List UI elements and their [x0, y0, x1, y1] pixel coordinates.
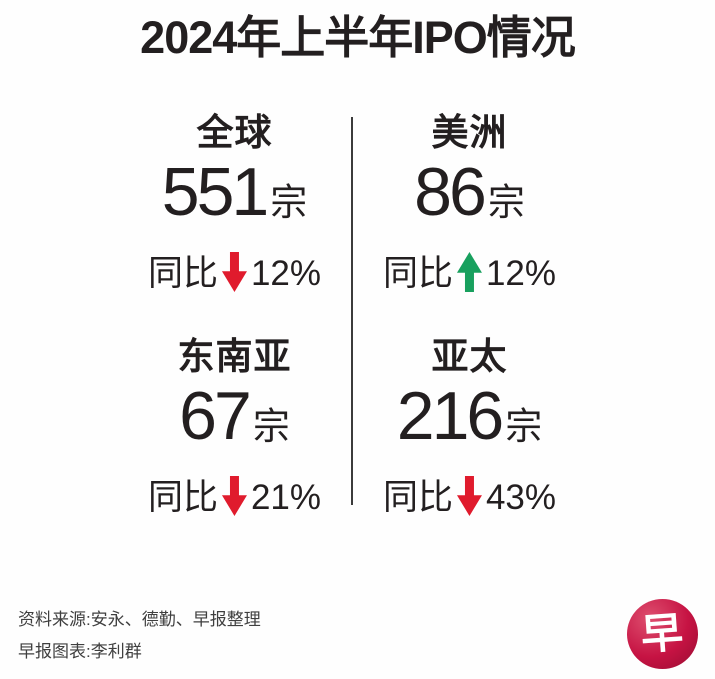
yoy-label: 同比 [382, 254, 453, 293]
count-value: 86 [414, 154, 487, 230]
stat-cell-global: 全球 551 宗 同比 12% [117, 112, 352, 293]
credit-line: 早报图表:李利群 [18, 642, 142, 661]
yoy-label: 同比 [147, 254, 218, 293]
yoy-change: 12% [250, 254, 322, 293]
zaobao-logo: 早 [627, 599, 698, 669]
stat-cell-asia-pacific: 亚太 216 宗 同比 43% [352, 336, 587, 517]
yoy-line: 同比 21% [117, 475, 352, 521]
count-unit: 宗 [505, 406, 543, 447]
region-label: 全球 [196, 112, 273, 153]
column-divider-line [351, 117, 353, 505]
count-unit: 宗 [252, 406, 290, 447]
yoy-label: 同比 [382, 478, 453, 517]
logo-character: 早 [639, 607, 686, 660]
region-label: 东南亚 [177, 336, 292, 377]
count-unit: 宗 [487, 182, 525, 223]
stat-cell-southeast-asia: 东南亚 67 宗 同比 21% [117, 336, 352, 517]
down-arrow-icon [221, 252, 247, 292]
stats-grid: 全球 551 宗 同比 12% 美洲 86 宗 同比 12% 东南亚 67 宗 同比 21%… [117, 112, 587, 517]
count-value: 551 [161, 154, 269, 230]
region-label: 美洲 [431, 112, 508, 153]
yoy-line: 同比 12% [352, 251, 587, 297]
stat-cell-americas: 美洲 86 宗 同比 12% [352, 112, 587, 293]
yoy-line: 同比 43% [352, 475, 587, 521]
count-value: 67 [179, 378, 252, 454]
page-title: 2024年上半年IPO情况 [140, 12, 576, 63]
count-value: 216 [396, 378, 504, 454]
footer-credits: 资料来源:安永、德勤、早报整理 早报图表:李利群 [18, 604, 261, 668]
yoy-change: 43% [485, 478, 557, 517]
down-arrow-icon [456, 476, 482, 516]
count-line: 67 宗 [117, 380, 352, 471]
up-arrow-icon [456, 252, 482, 292]
source-line: 资料来源:安永、德勤、早报整理 [18, 610, 261, 629]
yoy-label: 同比 [147, 478, 218, 517]
down-arrow-icon [221, 476, 247, 516]
count-line: 86 宗 [352, 156, 587, 247]
count-line: 551 宗 [117, 156, 352, 247]
yoy-change: 21% [250, 478, 322, 517]
count-line: 216 宗 [352, 380, 587, 471]
yoy-change: 12% [485, 254, 557, 293]
region-label: 亚太 [431, 336, 508, 377]
count-unit: 宗 [270, 182, 308, 223]
yoy-line: 同比 12% [117, 251, 352, 297]
